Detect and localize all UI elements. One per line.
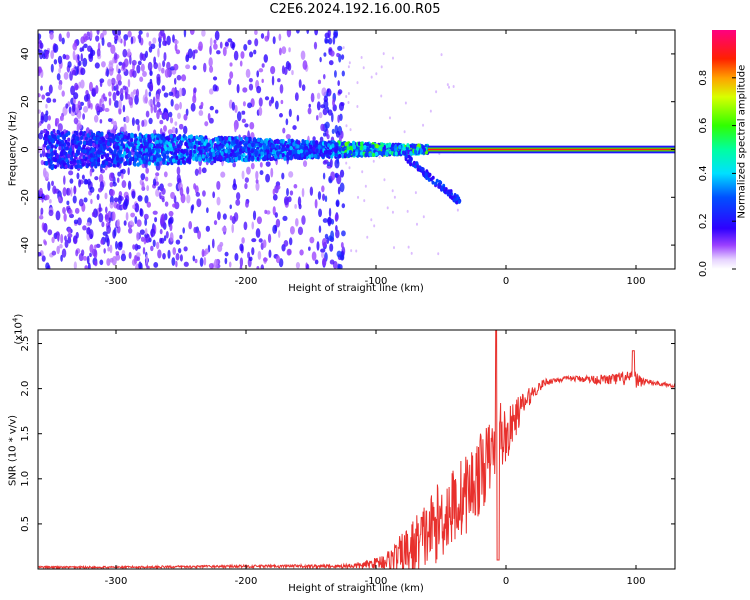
y-tick-label: 0.5 xyxy=(20,516,31,532)
colorbar-gradient xyxy=(712,30,736,269)
colorbar: 0.0 0.2 0.4 0.6 0.8 xyxy=(698,30,736,277)
snr-y-label: SNR (10 * v/v) xyxy=(7,414,19,487)
y-tick-label: 1.5 xyxy=(20,426,31,442)
spectrogram-y-label: Frequency (Hz) xyxy=(7,110,19,187)
colorbar-label: Normalized spectral amplitude xyxy=(736,64,748,219)
colorbar-tick-label: 0.4 xyxy=(698,165,709,181)
x-tick-label: -100 xyxy=(365,276,388,287)
snr-panel: -300 -200 -100 0 100 0.5 1.0 1.5 2.0 2.5 xyxy=(20,329,676,587)
signal-line-core xyxy=(428,148,675,151)
x-tick-label: -200 xyxy=(235,276,258,287)
snr-line xyxy=(38,330,675,569)
x-tick-label: 100 xyxy=(626,276,645,287)
y-tick-label: -40 xyxy=(20,237,31,253)
x-tick-label: 0 xyxy=(503,276,509,287)
y-tick-label: 40 xyxy=(20,48,31,61)
y-tick-label: 2.0 xyxy=(20,381,31,397)
snr-x-label: Height of straight line (km) xyxy=(288,583,424,594)
y-tick-label: 2.5 xyxy=(20,336,31,352)
x-tick-label: 0 xyxy=(503,576,509,587)
colorbar-tick-label: 0.6 xyxy=(698,118,709,134)
x-tick-label: -100 xyxy=(365,576,388,587)
y-tick-label: 1.0 xyxy=(20,471,31,487)
colorbar-tick-label: 0.0 xyxy=(698,261,709,277)
colorbar-tick-label: 0.2 xyxy=(698,213,709,229)
snr-frame xyxy=(37,329,676,570)
x-tick-label: -300 xyxy=(105,276,128,287)
snr-scale-label: (x104) xyxy=(11,313,25,345)
chart-title: C2E6.2024.192.16.00.R05 xyxy=(269,2,441,17)
x-tick-label: -200 xyxy=(235,576,258,587)
snr-scale-exponent: 4 xyxy=(11,317,20,323)
snr-series-group xyxy=(38,330,675,569)
spectrogram-x-label: Height of straight line (km) xyxy=(288,283,424,294)
spectrogram-cells xyxy=(38,30,675,269)
x-tick-label: 100 xyxy=(626,576,645,587)
y-tick-label: 0 xyxy=(20,146,31,152)
y-tick-label: -20 xyxy=(20,189,31,205)
colorbar-tick-label: 0.8 xyxy=(698,70,709,86)
y-tick-label: 20 xyxy=(20,95,31,108)
x-tick-label: -300 xyxy=(105,576,128,587)
